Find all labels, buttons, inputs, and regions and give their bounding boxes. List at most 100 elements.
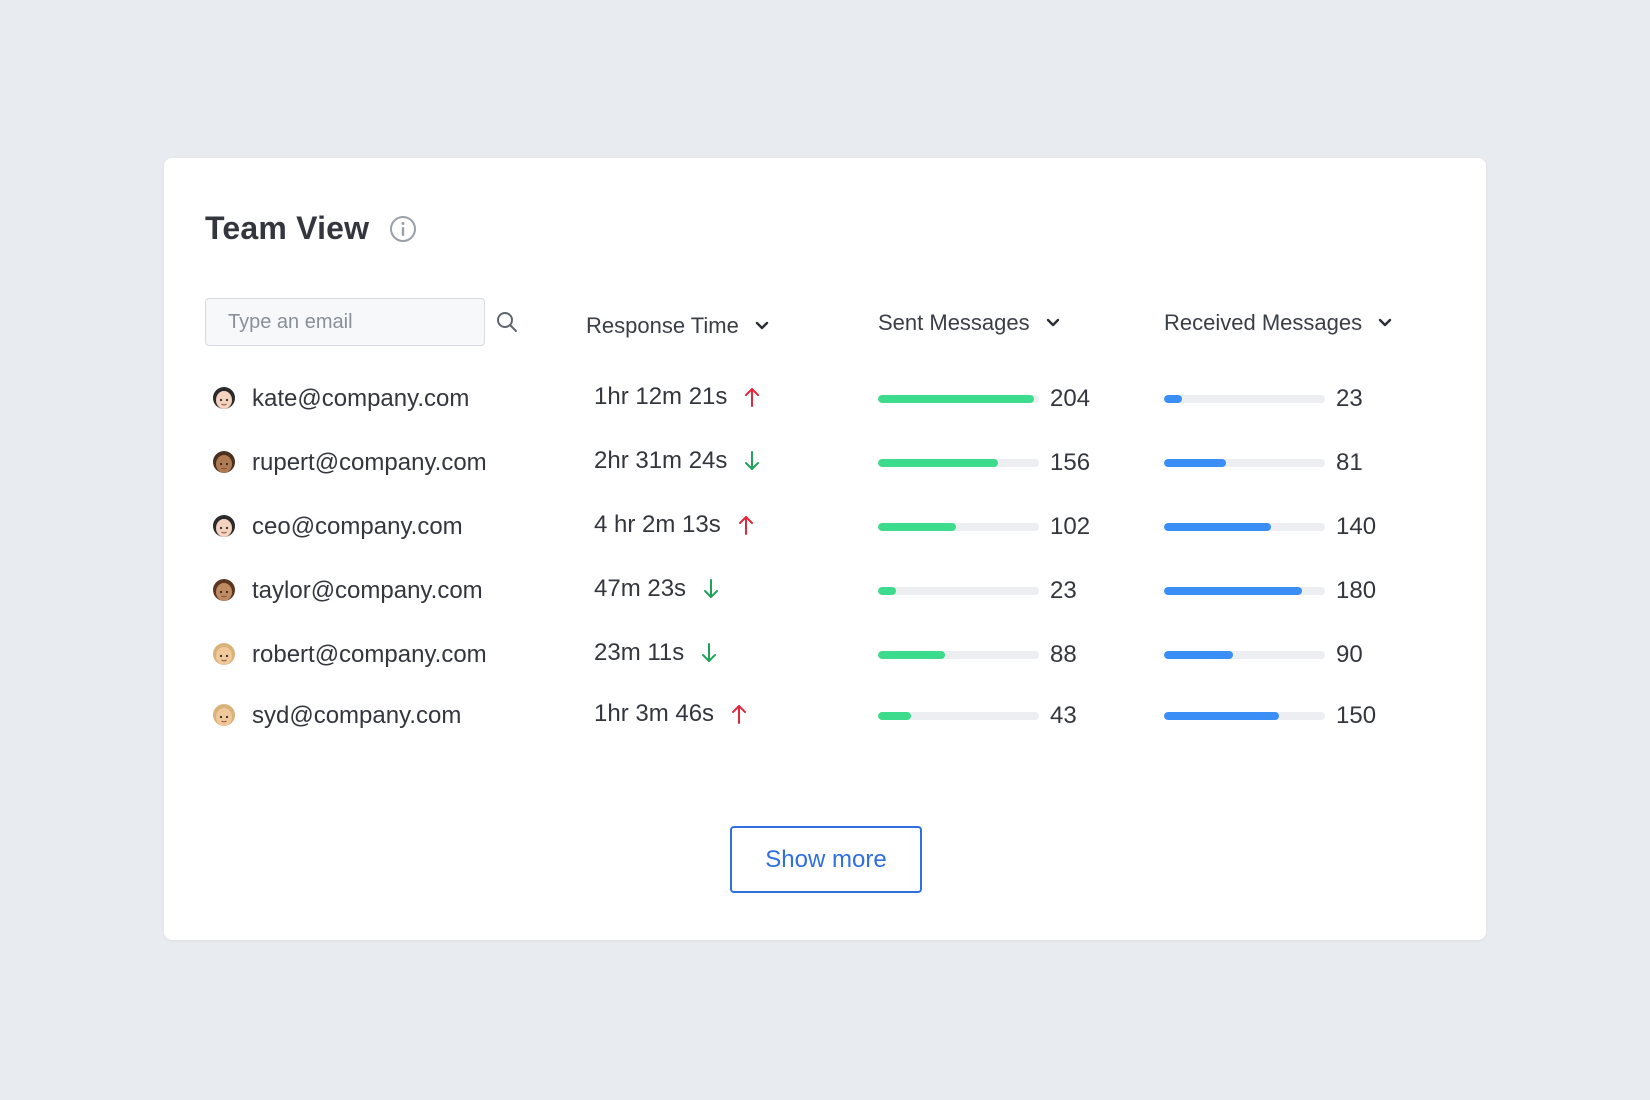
sent-messages-cell: 23 — [878, 571, 1077, 611]
arrow-up-icon — [730, 703, 748, 725]
search-box — [205, 298, 517, 346]
chevron-down-icon — [1046, 318, 1059, 327]
sent-bar-track — [878, 459, 1039, 467]
received-bar-track — [1164, 523, 1325, 531]
sent-messages-cell: 88 — [878, 635, 1077, 675]
received-bar-track — [1164, 587, 1325, 595]
received-bar-fill — [1164, 651, 1233, 659]
table-row[interactable]: rupert@company.com 2hr 31m 24s 156 81 — [164, 443, 1486, 483]
chevron-down-icon — [1378, 318, 1392, 327]
sent-bar-fill — [878, 395, 1035, 403]
sent-bar-track — [878, 651, 1039, 659]
arrow-down-icon — [700, 642, 718, 664]
man-avatar — [211, 642, 237, 668]
sent-bar-fill — [878, 712, 911, 720]
response-time-value: 1hr 3m 46s — [594, 700, 715, 727]
arrow-up-icon — [743, 386, 761, 408]
row-email: robert@company.com — [252, 641, 487, 668]
response-time-value: 1hr 12m 21s — [594, 383, 728, 410]
arrow-down-icon — [743, 450, 761, 472]
team-view-card: Team View Response Time Sent Messages — [164, 158, 1486, 940]
show-more-button[interactable]: Show more — [730, 826, 922, 893]
sent-messages-cell: 204 — [878, 379, 1090, 419]
received-bar-track — [1164, 459, 1325, 467]
row-email: taylor@company.com — [252, 577, 483, 604]
search-icon[interactable] — [495, 310, 519, 334]
received-bar-track — [1164, 712, 1325, 720]
column-header-label: Response Time — [586, 313, 739, 338]
received-bar-fill — [1164, 395, 1182, 403]
sent-bar-fill — [878, 459, 998, 467]
response-time-value: 2hr 31m 24s — [594, 447, 728, 474]
column-header-label: Received Messages — [1164, 310, 1363, 335]
column-header-label: Sent Messages — [878, 310, 1030, 335]
row-response-time: 2hr 31m 24s — [594, 441, 761, 481]
woman-avatar — [211, 386, 237, 412]
sent-bar-fill — [878, 587, 896, 595]
sent-bar-track — [878, 523, 1039, 531]
sent-bar-track — [878, 587, 1039, 595]
row-email: ceo@company.com — [252, 513, 463, 540]
column-header-sent-messages[interactable]: Sent Messages — [878, 310, 1062, 336]
chevron-down-icon — [755, 321, 769, 330]
received-count: 180 — [1336, 577, 1377, 604]
received-count: 90 — [1336, 641, 1363, 668]
received-count: 140 — [1336, 513, 1377, 540]
received-bar-fill — [1164, 587, 1302, 595]
response-time-value: 4 hr 2m 13s — [594, 511, 721, 538]
response-time-value: 23m 11s — [594, 639, 685, 666]
row-email: rupert@company.com — [252, 449, 487, 476]
search-input[interactable] — [226, 309, 495, 335]
table-row[interactable]: taylor@company.com 47m 23s 23 180 — [164, 571, 1486, 611]
received-bar-fill — [1164, 459, 1227, 467]
sent-messages-cell: 43 — [878, 696, 1077, 736]
woman-avatar — [211, 514, 237, 540]
row-response-time: 1hr 12m 21s — [594, 377, 761, 417]
response-time-value: 47m 23s — [594, 575, 687, 602]
received-messages-cell: 180 — [1164, 571, 1376, 611]
man-avatar — [211, 450, 237, 476]
title-row: Team View — [205, 210, 417, 247]
column-header-response-time[interactable]: Response Time — [586, 313, 771, 339]
row-response-time: 1hr 3m 46s — [594, 694, 748, 734]
sent-count: 102 — [1050, 513, 1091, 540]
sent-count: 88 — [1050, 641, 1077, 668]
received-bar-track — [1164, 651, 1325, 659]
woman-avatar — [211, 703, 237, 729]
received-messages-cell: 90 — [1164, 635, 1363, 675]
arrow-down-icon — [702, 578, 720, 600]
table-row[interactable]: ceo@company.com 4 hr 2m 13s 102 140 — [164, 507, 1486, 547]
received-bar-fill — [1164, 712, 1279, 720]
sent-bar-fill — [878, 523, 957, 531]
sent-count: 43 — [1050, 702, 1077, 729]
received-messages-cell: 140 — [1164, 507, 1376, 547]
sent-count: 23 — [1050, 577, 1077, 604]
received-messages-cell: 150 — [1164, 696, 1376, 736]
sent-count: 204 — [1050, 385, 1091, 412]
sent-bar-fill — [878, 651, 946, 659]
info-circle-icon[interactable] — [389, 215, 417, 243]
received-messages-cell: 23 — [1164, 379, 1363, 419]
page-title: Team View — [205, 210, 370, 246]
sent-messages-cell: 102 — [878, 507, 1090, 547]
table-row[interactable]: syd@company.com 1hr 3m 46s 43 150 — [164, 696, 1486, 736]
received-bar-fill — [1164, 523, 1272, 531]
sent-messages-cell: 156 — [878, 443, 1090, 483]
sent-bar-track — [878, 395, 1039, 403]
row-response-time: 47m 23s — [594, 569, 720, 609]
column-header-received-messages[interactable]: Received Messages — [1164, 310, 1394, 336]
received-count: 81 — [1336, 449, 1363, 476]
received-count: 150 — [1336, 702, 1377, 729]
table-row[interactable]: kate@company.com 1hr 12m 21s 204 23 — [164, 379, 1486, 419]
sent-bar-track — [878, 712, 1039, 720]
row-response-time: 4 hr 2m 13s — [594, 505, 755, 545]
sent-count: 156 — [1050, 449, 1091, 476]
row-response-time: 23m 11s — [594, 633, 718, 673]
woman-avatar — [211, 578, 237, 604]
table-row[interactable]: robert@company.com 23m 11s 88 90 — [164, 635, 1486, 675]
received-bar-track — [1164, 395, 1325, 403]
received-messages-cell: 81 — [1164, 443, 1363, 483]
received-count: 23 — [1336, 385, 1363, 412]
arrow-up-icon — [737, 514, 755, 536]
row-email: kate@company.com — [252, 385, 470, 412]
